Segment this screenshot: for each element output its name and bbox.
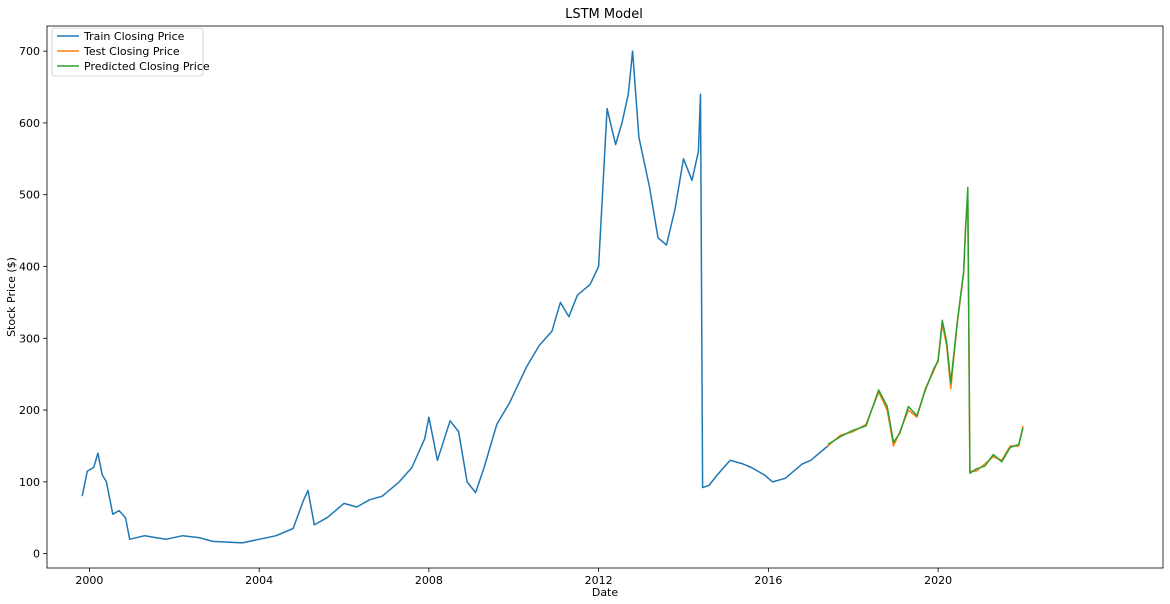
plot-frame <box>46 25 1164 569</box>
legend-label: Test Closing Price <box>83 45 180 58</box>
legend-entries: Train Closing Price Test Closing Price Pre… <box>57 30 210 73</box>
legend-label: Train Closing Price <box>83 30 185 43</box>
x-tick-label: 2004 <box>245 574 273 587</box>
x-tick-label: 2020 <box>924 574 952 587</box>
x-tick-label: 2000 <box>75 574 103 587</box>
legend-box <box>51 27 204 77</box>
y-tick-label: 400 <box>19 260 40 273</box>
chart-title: LSTM Model <box>565 7 643 22</box>
y-tick-label: 700 <box>19 45 40 58</box>
y-axis-ticks: 0 100 200 300 400 500 600 700 <box>19 45 47 561</box>
y-tick-label: 100 <box>19 476 40 489</box>
y-axis-label: Stock Price ($) <box>5 257 18 337</box>
y-tick-label: 300 <box>19 332 40 345</box>
series-line-1 <box>827 201 1024 472</box>
y-tick-label: 200 <box>19 404 40 417</box>
x-tick-label: 2016 <box>754 574 782 587</box>
legend: Train Closing Price Test Closing Price Pre… <box>51 27 210 77</box>
x-axis-ticks: 2000 2004 2008 2012 2016 2020 <box>75 568 952 587</box>
y-tick-label: 500 <box>19 189 40 202</box>
series-line-0 <box>81 50 829 544</box>
x-axis-label: Date <box>592 586 619 599</box>
y-tick-label: 0 <box>33 548 40 561</box>
y-tick-label: 600 <box>19 117 40 130</box>
series-layer <box>81 50 1024 544</box>
legend-label: Predicted Closing Price <box>84 60 210 73</box>
series-line-2 <box>827 186 1024 474</box>
x-tick-label: 2008 <box>415 574 443 587</box>
x-tick-label: 2012 <box>585 574 613 587</box>
